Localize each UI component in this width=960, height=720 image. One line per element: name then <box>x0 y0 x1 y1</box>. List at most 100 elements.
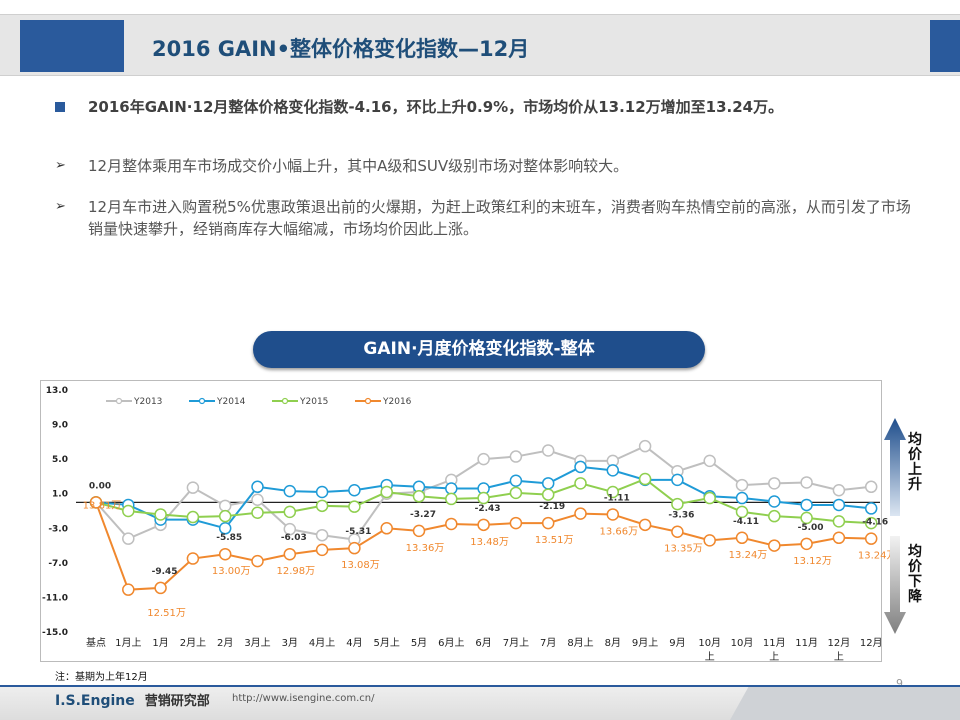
data-point <box>768 539 781 552</box>
arrow-up-icon <box>884 418 906 516</box>
data-point <box>671 497 684 511</box>
data-label: -5.00 <box>798 523 824 533</box>
data-point <box>574 460 587 474</box>
x-tick-label: 12月 <box>860 637 883 649</box>
price-label: 13.00万 <box>212 566 251 577</box>
data-label: -4.11 <box>733 517 759 527</box>
arrow-down-icon <box>884 536 906 634</box>
data-point <box>154 581 167 595</box>
data-point <box>800 498 813 512</box>
data-label: -6.03 <box>281 533 307 543</box>
header-accent-left <box>20 20 124 72</box>
data-point <box>380 522 393 535</box>
legend-label: Y2014 <box>216 397 246 407</box>
price-label: 13.81万 <box>83 500 122 511</box>
data-point <box>445 492 458 506</box>
data-point <box>638 518 652 532</box>
data-point <box>122 532 135 545</box>
data-point <box>509 516 523 530</box>
price-label: 13.48万 <box>470 537 509 548</box>
data-point <box>800 476 813 489</box>
data-point <box>251 480 264 494</box>
data-point <box>251 506 264 519</box>
data-point <box>606 485 620 499</box>
data-point <box>864 516 878 530</box>
x-tick-label: 3月上 <box>244 637 270 649</box>
data-point <box>154 508 167 521</box>
price-label: 12.51万 <box>147 608 186 619</box>
data-point <box>574 477 587 490</box>
department-name: 营销研究部 <box>144 694 210 709</box>
data-point <box>380 485 393 499</box>
x-tick-label: 6月 <box>475 637 491 649</box>
x-tick-label: 8月上 <box>567 637 593 649</box>
x-tick-label: 4月 <box>346 637 362 649</box>
data-label: -1.11 <box>604 493 630 503</box>
data-point <box>283 522 297 536</box>
data-point <box>509 486 523 500</box>
bullet-detail-1: ➢ 12月整体乘用车市场成交价小幅上升，其中A级和SUV级别市场对整体影响较大。 <box>55 155 925 177</box>
data-point <box>735 531 749 545</box>
data-point <box>348 500 361 513</box>
data-point <box>735 491 749 505</box>
x-tick-label: 8月 <box>605 637 621 649</box>
legend-label: Y2016 <box>382 397 412 407</box>
data-label: -5.31 <box>345 527 371 537</box>
price-label: 13.08万 <box>341 560 380 571</box>
data-point <box>703 491 716 505</box>
data-point <box>671 473 684 487</box>
footnote: 注：基期为上年12月 <box>55 672 148 683</box>
data-point <box>218 499 232 513</box>
data-point <box>541 444 555 457</box>
x-tick-label: 基点 <box>86 636 106 649</box>
data-label: -9.45 <box>152 567 178 577</box>
data-point <box>541 516 555 530</box>
y-tick-label: 1.0 <box>52 490 68 500</box>
x-tick-label: 11月 <box>763 637 786 649</box>
data-point <box>251 493 264 507</box>
data-point <box>638 439 652 453</box>
website-url[interactable]: http://www.isengine.com.cn/ <box>232 693 375 704</box>
x-tick-label: 5月 <box>411 637 427 649</box>
price-label: 13.35万 <box>664 544 703 555</box>
y-tick-label: -7.0 <box>48 559 68 569</box>
data-point <box>186 510 200 524</box>
x-tick-label: 10月 <box>731 637 754 649</box>
x-tick-label: 7月 <box>540 637 556 649</box>
data-point <box>315 543 329 557</box>
data-point <box>541 488 555 501</box>
legend-label: Y2015 <box>299 397 328 407</box>
x-tick-label-suffix: 上 <box>705 651 715 663</box>
data-point <box>283 505 297 519</box>
data-point <box>283 484 297 498</box>
label-price-down: 均价下降 <box>908 544 922 605</box>
data-point <box>477 491 490 505</box>
data-point <box>703 534 716 547</box>
bullet-detail-2: ➢ 12月车市进入购置税5%优惠政策退出前的火爆期，为赶上政策红利的末班车，消费… <box>55 196 925 240</box>
y-tick-label: 5.0 <box>52 455 68 465</box>
data-point <box>509 450 523 463</box>
data-point <box>348 484 361 497</box>
data-point <box>445 482 458 495</box>
data-point <box>218 547 232 561</box>
data-label: -2.43 <box>475 504 501 514</box>
data-point <box>283 547 297 561</box>
data-label: 0.00 <box>89 481 111 491</box>
data-point <box>315 528 329 542</box>
data-label: -2.19 <box>539 502 565 512</box>
x-tick-label: 9月上 <box>632 637 658 649</box>
bullet-summary: 2016年GAIN·12月整体价格变化指数-4.16，环比上升0.9%，市场均价… <box>55 96 925 118</box>
data-point <box>412 490 426 503</box>
data-point <box>606 464 620 477</box>
x-tick-label: 5月上 <box>374 637 400 649</box>
y-tick-label: 13.0 <box>46 386 68 396</box>
legend-marker <box>364 397 372 405</box>
data-point <box>800 511 813 525</box>
legend-marker <box>198 397 206 405</box>
header-accent-right <box>930 20 960 72</box>
chart-title: GAIN·月度价格变化指数-整体 <box>253 331 705 368</box>
bullet-text: 12月整体乘用车市场成交价小幅上升，其中A级和SUV级别市场对整体影响较大。 <box>88 157 629 175</box>
data-point <box>509 474 523 487</box>
brand-name: I.S.Engine <box>55 693 135 709</box>
x-tick-label: 6月上 <box>438 637 464 649</box>
